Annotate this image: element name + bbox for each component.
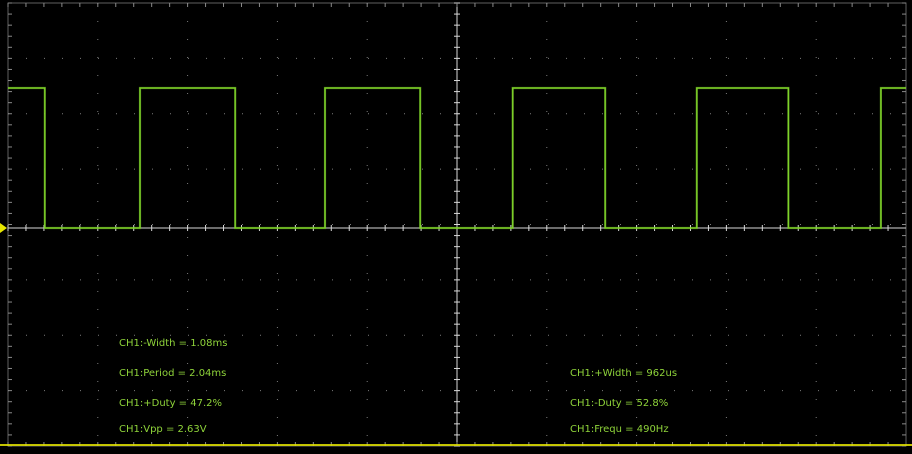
measurement-pos-duty: CH1:+Duty = 47.2% [119, 398, 222, 409]
ground-level-marker [0, 223, 7, 233]
measurement-vpp: CH1:Vpp = 2.63V [119, 424, 207, 435]
ch1-square-wave-trace [8, 87, 906, 229]
measurement-period: CH1:Period = 2.04ms [119, 368, 227, 379]
measurement-neg-width: CH1:-Width = 1.08ms [119, 338, 228, 349]
measurement-pos-width: CH1:+Width = 962us [570, 368, 678, 379]
measurement-neg-duty: CH1:-Duty = 52.8% [570, 398, 669, 409]
measurement-frequency: CH1:Frequ = 490Hz [570, 424, 669, 435]
